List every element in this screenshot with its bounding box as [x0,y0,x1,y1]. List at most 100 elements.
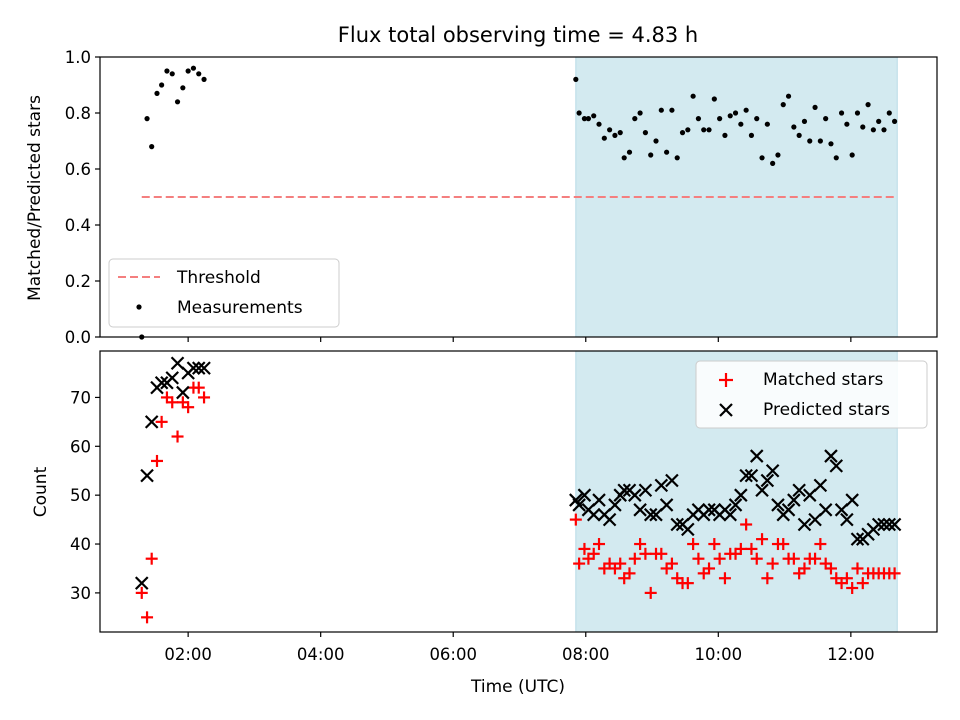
measurement-point [770,160,776,166]
bottom-panel: 30 40 50 60 70 02:00 04:00 06:00 08:00 10:00 12:0… [31,350,938,697]
matched-star-point [814,538,827,551]
matched-star-point [655,547,668,560]
matched-star-point [141,611,154,624]
matched-star-point [840,572,853,585]
y-tick-label: 30 [70,584,91,603]
matched-star-point [171,430,184,443]
y-tick-label: 0.8 [65,104,91,123]
predicted-star-point [154,375,169,390]
top-y-ticks: 0.0 0.2 0.4 0.6 0.8 1.0 [65,48,100,347]
matched-star-point [628,552,641,565]
predicted-star-point [586,507,601,522]
measurement-point [674,155,680,161]
predicted-star-point [186,361,201,375]
matched-star-point [703,562,716,575]
predicted-star-point [170,356,185,370]
measurement-point [576,110,582,116]
predicted-star-point [744,468,759,483]
predicted-star-point [797,517,812,532]
predicted-star-point [808,512,822,527]
predicted-star-point [681,522,695,537]
matched-star-point [824,562,837,575]
predicted-star-point [659,498,674,512]
measurement-point [679,130,686,136]
measurement-point [637,110,643,116]
predicted-star-point [144,415,159,429]
predicted-star-point [781,503,796,517]
measurement-point [581,116,588,122]
matched-star-point [145,552,158,565]
matched-star-point [777,538,790,551]
matched-star-point [798,562,811,575]
matched-star-point [644,586,657,599]
x-tick-label: 10:00 [695,645,743,664]
predicted-star-point [197,361,211,375]
y-tick-label: 50 [70,486,91,505]
predicted-star-point [824,449,838,463]
predicted-star-point [871,517,886,532]
x-tick-label: 06:00 [429,645,477,664]
predicted-star-point [850,532,865,546]
matched-star-point [593,538,606,551]
measurement-point [585,116,592,122]
measurement-point [607,127,613,133]
measurement-point [591,113,597,119]
matched-star-point [734,542,747,555]
measurement-point [775,152,781,158]
predicted-star-point [829,459,844,473]
predicted-stars-points [134,356,902,590]
legend-matched-label: Matched stars [763,370,883,390]
matched-star-point [718,572,731,585]
predicted-star-point [887,517,902,532]
matched-star-point [856,577,869,590]
matched-star-point [182,401,195,414]
measurement-point [849,152,855,158]
top-panel: 0.0 0.2 0.4 0.6 0.8 1.0 Matched/Predicted sta… [25,48,938,347]
matched-star-point [569,513,582,526]
matched-star-point [756,533,769,546]
measurement-point [149,144,155,150]
measurement-point [838,110,845,116]
matched-star-point [745,542,758,555]
matched-star-point [614,557,627,570]
predicted-star-point [176,385,190,400]
predicted-star-point [572,498,586,512]
predicted-star-point [638,483,653,498]
measurement-point [860,124,866,130]
measurement-point [185,68,191,74]
measurement-point [596,121,602,127]
measurement-point [764,121,770,127]
matched-star-point [750,552,763,565]
matched-star-point [573,557,586,570]
predicted-star-point [734,488,748,502]
predicted-star-point [643,507,658,522]
matched-star-point [708,538,721,551]
matched-star-point [787,552,800,565]
y-tick-label: 40 [70,535,91,554]
matched-star-point [166,396,179,409]
measurement-point [722,132,728,138]
matched-star-point [846,582,859,595]
measurement-point [690,93,696,99]
measurement-point [807,138,813,144]
measurement-point [642,130,649,136]
top-axes-frame [99,56,938,338]
matched-star-point [761,572,774,585]
predicted-star-point [602,512,617,527]
matched-star-point [888,567,901,580]
matched-star-point [692,552,705,565]
predicted-star-point [191,361,206,375]
legend-predicted-label: Predicted stars [763,400,890,420]
measurement-point [174,99,181,105]
matched-star-point [192,381,205,394]
measurement-point [159,82,165,88]
measurement-point [190,65,197,71]
measurement-point [748,132,755,138]
predicted-star-point [649,507,663,522]
measurement-point [201,76,207,82]
matched-star-point [740,518,753,531]
x-tick-label: 12:00 [827,645,875,664]
predicted-star-point [749,449,764,463]
bottom-legend: Matched stars Predicted stars [695,360,928,429]
